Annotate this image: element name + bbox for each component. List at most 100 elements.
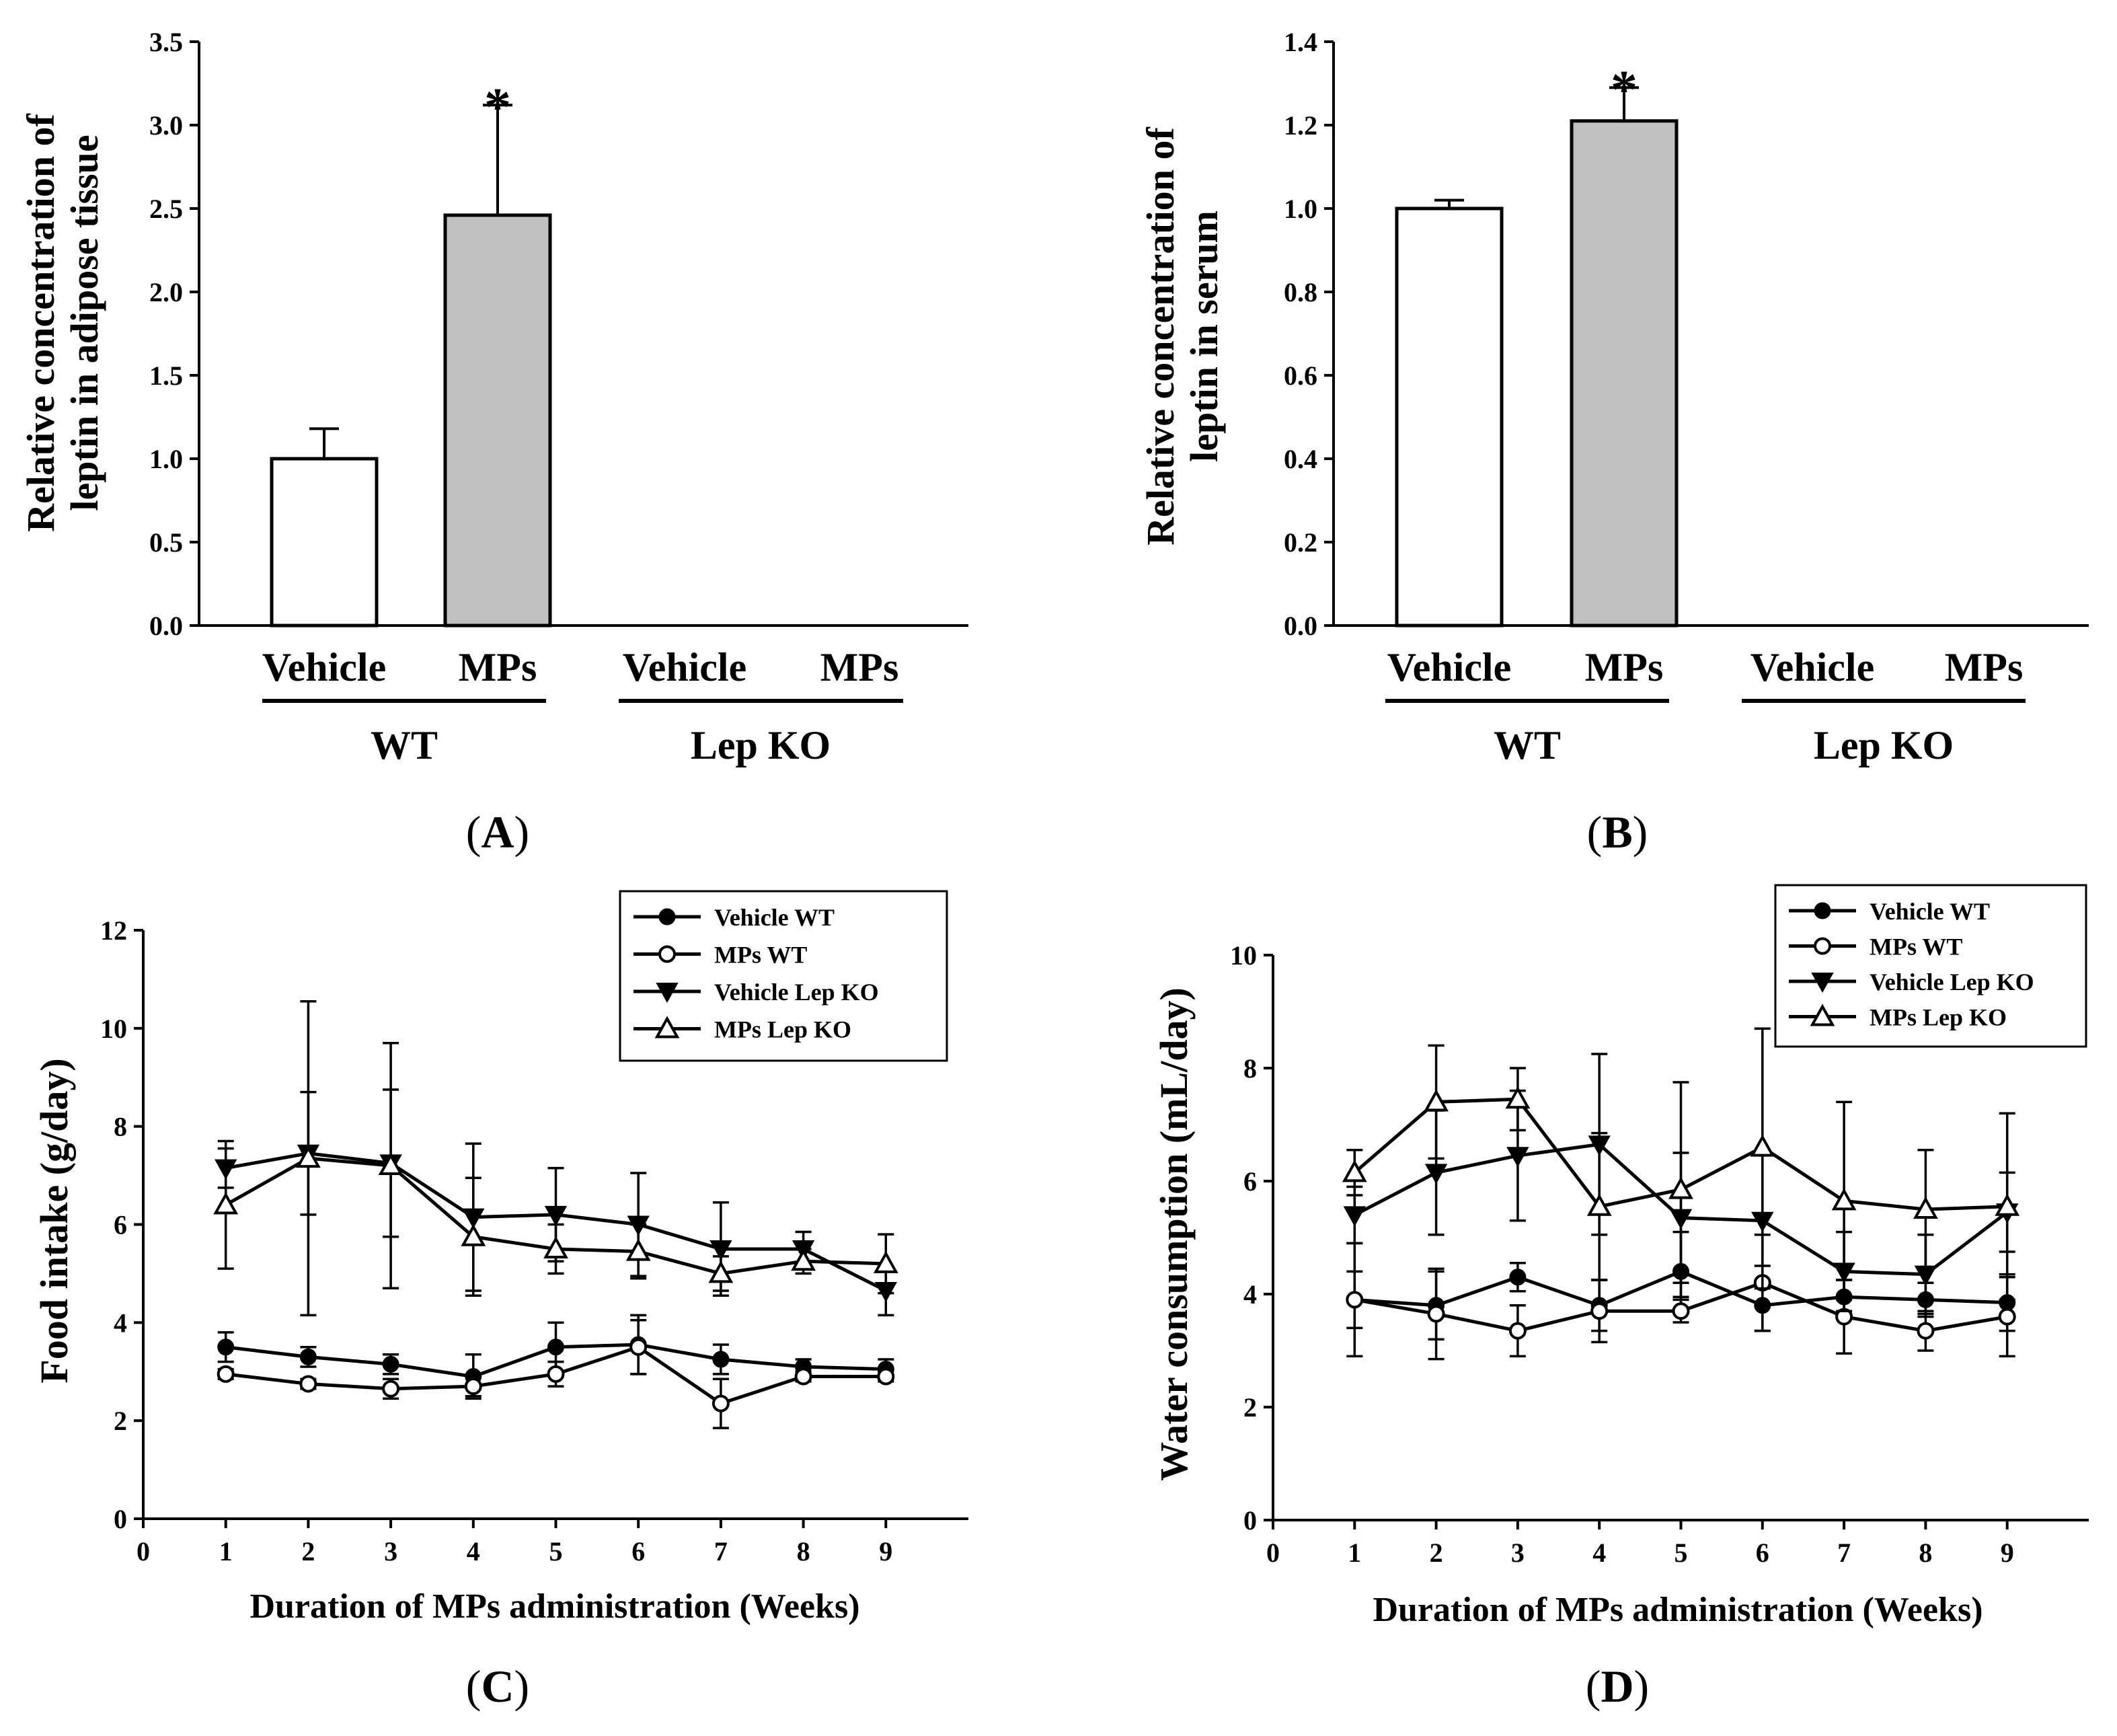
panel-a-bar bbox=[270, 457, 379, 628]
panel-d-series-mps-lep-ko bbox=[1342, 1027, 2020, 1301]
panel-c-ytick-label: 6 bbox=[114, 1210, 127, 1240]
panel-a-group-label: Lep KO bbox=[691, 723, 831, 767]
panel-c-data-point bbox=[708, 1260, 734, 1283]
panel-d-data-point bbox=[1672, 1302, 1690, 1320]
panel-b-ylabel-line2: leptin in serum bbox=[1182, 211, 1226, 462]
panel-c-xtick-label: 3 bbox=[384, 1536, 397, 1567]
panel-b-label: (B) bbox=[1587, 806, 1648, 858]
panel-a-significance-star: * bbox=[484, 78, 511, 137]
panel-c-data-point bbox=[877, 1367, 895, 1386]
panel-d-ytick-label: 8 bbox=[1243, 1053, 1257, 1084]
panel-c-legend-marker bbox=[656, 983, 679, 1004]
panel-c-data-point bbox=[794, 1367, 812, 1386]
panel-a-category-label: MPs bbox=[459, 645, 537, 689]
panel-d-ytick-label: 10 bbox=[1230, 940, 1257, 971]
panel-b-category-label: MPs bbox=[1585, 645, 1664, 689]
panel-d-data-point bbox=[1346, 1291, 1364, 1309]
panel-d-data-point bbox=[1917, 1322, 1935, 1340]
panel-c-data-point bbox=[217, 1365, 235, 1383]
panel-d-data-point bbox=[1508, 1322, 1527, 1340]
panel-d-data-point bbox=[1424, 1164, 1448, 1184]
panel-c-data-point bbox=[378, 1152, 403, 1175]
panel-c-data-point bbox=[464, 1378, 482, 1396]
panel-c-xlabel: Duration of MPs administration (Weeks) bbox=[249, 1587, 859, 1626]
panel-b-group-label: Lep KO bbox=[1814, 723, 1954, 767]
panel-c-series-mps-lep-ko bbox=[213, 999, 898, 1317]
panel-d-legend-marker bbox=[1814, 937, 1831, 955]
panel-c-ytick-label: 0 bbox=[114, 1504, 127, 1534]
panel-b-ytick-label: 0.4 bbox=[1284, 444, 1317, 474]
panel-c-ytick-label: 2 bbox=[114, 1406, 127, 1436]
panel-a-plot-area: 0.0 0.5 1.0 1.5 2.0 2.5 3.0 3.5 * Vehicle MPs Vehic… bbox=[149, 27, 968, 767]
panel-d-xtick-label: 7 bbox=[1837, 1538, 1851, 1568]
panel-c-legend-label: Vehicle WT bbox=[714, 904, 835, 931]
panel-d-legend-marker bbox=[1810, 1004, 1835, 1026]
panel-b-group-label: WT bbox=[1494, 723, 1561, 767]
panel-d-data-point bbox=[1831, 1188, 1857, 1211]
panel-b-category-label: MPs bbox=[1945, 645, 2024, 689]
panel-b-significance-star: * bbox=[1611, 61, 1638, 120]
panel-c-xtick-label: 8 bbox=[797, 1536, 810, 1567]
panel-c-legend-label: MPs Lep KO bbox=[714, 1016, 851, 1043]
panel-a-group-label: WT bbox=[371, 723, 438, 767]
panel-d-ytick-label: 4 bbox=[1243, 1279, 1257, 1310]
panel-a-leptin-adipose-chart: 0.0 0.5 1.0 1.5 2.0 2.5 3.0 3.5 * Vehicle MPs Vehic… bbox=[19, 27, 968, 858]
panel-c-xtick-label: 1 bbox=[219, 1536, 233, 1567]
panel-c-ytick-label: 4 bbox=[114, 1308, 127, 1338]
panel-c-data-point bbox=[382, 1380, 400, 1398]
panel-d-data-point bbox=[1998, 1308, 2016, 1326]
panel-a-ytick-label: 1.0 bbox=[149, 444, 183, 474]
panel-c-xtick-label: 9 bbox=[879, 1536, 892, 1567]
panel-d-data-point bbox=[1505, 1086, 1531, 1109]
panel-d-xtick-label: 0 bbox=[1266, 1538, 1280, 1568]
panel-c-legend: Vehicle WT MPs WT Vehicle Lep KO MPs Lep KO bbox=[619, 890, 948, 1062]
panel-d-data-point bbox=[1668, 1176, 1693, 1199]
panel-c-data-point bbox=[544, 1205, 568, 1226]
panel-d-legend-marker bbox=[1811, 973, 1834, 993]
panel-d-xtick-label: 3 bbox=[1511, 1538, 1525, 1568]
panel-c-data-point bbox=[299, 1348, 317, 1365]
panel-a-category-label: Vehicle bbox=[262, 645, 386, 689]
panel-b-ytick-label: 0.8 bbox=[1284, 277, 1317, 307]
panel-c-legend-marker bbox=[658, 908, 676, 926]
panel-d-xtick-label: 8 bbox=[1919, 1538, 1932, 1568]
panel-c-xtick-label: 0 bbox=[137, 1536, 150, 1567]
panel-d-ytick-label: 6 bbox=[1243, 1166, 1257, 1197]
panel-b-category-label: Vehicle bbox=[1387, 645, 1511, 689]
panel-d-data-point bbox=[1506, 1147, 1529, 1168]
panel-c-data-point bbox=[461, 1223, 486, 1246]
panel-b-leptin-serum-chart: 0.0 0.2 0.4 0.6 0.8 1.0 1.2 1.4 * Vehicle MPs Vehic… bbox=[1139, 27, 2089, 858]
panel-c-ytick-label: 10 bbox=[100, 1014, 127, 1044]
panel-d-label: (D) bbox=[1586, 1661, 1649, 1712]
panel-d-xlabel: Duration of MPs administration (Weeks) bbox=[1373, 1591, 1983, 1629]
panel-d-data-point bbox=[1343, 1206, 1366, 1227]
panel-b-ytick-label: 0.2 bbox=[1284, 527, 1317, 558]
panel-d-legend-label: Vehicle WT bbox=[1870, 898, 1990, 925]
panel-a-ytick-label: 0.5 bbox=[149, 527, 183, 558]
panel-a-ytick-label: 3.5 bbox=[149, 27, 183, 57]
panel-a-ytick-label: 2.5 bbox=[149, 194, 183, 224]
panel-c-xtick-label: 5 bbox=[549, 1536, 563, 1567]
panel-c-label: (C) bbox=[466, 1661, 529, 1712]
panel-c-data-point bbox=[791, 1248, 816, 1271]
panel-a-ylabel-line2: leptin in adipose tissue bbox=[63, 135, 106, 511]
panel-d-data-point bbox=[1424, 1089, 1449, 1112]
panel-d-data-point bbox=[1995, 1193, 2020, 1216]
panel-a-category-label: Vehicle bbox=[623, 645, 746, 689]
panel-d-xtick-label: 2 bbox=[1430, 1538, 1443, 1568]
panel-d-xtick-label: 1 bbox=[1348, 1538, 1361, 1568]
panel-c-xtick-label: 7 bbox=[714, 1536, 728, 1567]
panel-c-legend-label: MPs WT bbox=[714, 942, 807, 969]
panel-d-legend: Vehicle WT MPs WT Vehicle Lep KO MPs Lep KO bbox=[1774, 884, 2087, 1048]
panel-d-legend-label: MPs Lep KO bbox=[1870, 1004, 2007, 1031]
panel-c-data-point bbox=[873, 1250, 898, 1273]
panel-a-bar bbox=[443, 213, 552, 628]
panel-d-data-point bbox=[1342, 1160, 1367, 1182]
panel-b-ylabel-line1: Relative concentration of bbox=[1139, 126, 1182, 545]
panel-b-ytick-label: 1.4 bbox=[1284, 27, 1317, 57]
panel-c-legend-label: Vehicle Lep KO bbox=[714, 979, 879, 1006]
